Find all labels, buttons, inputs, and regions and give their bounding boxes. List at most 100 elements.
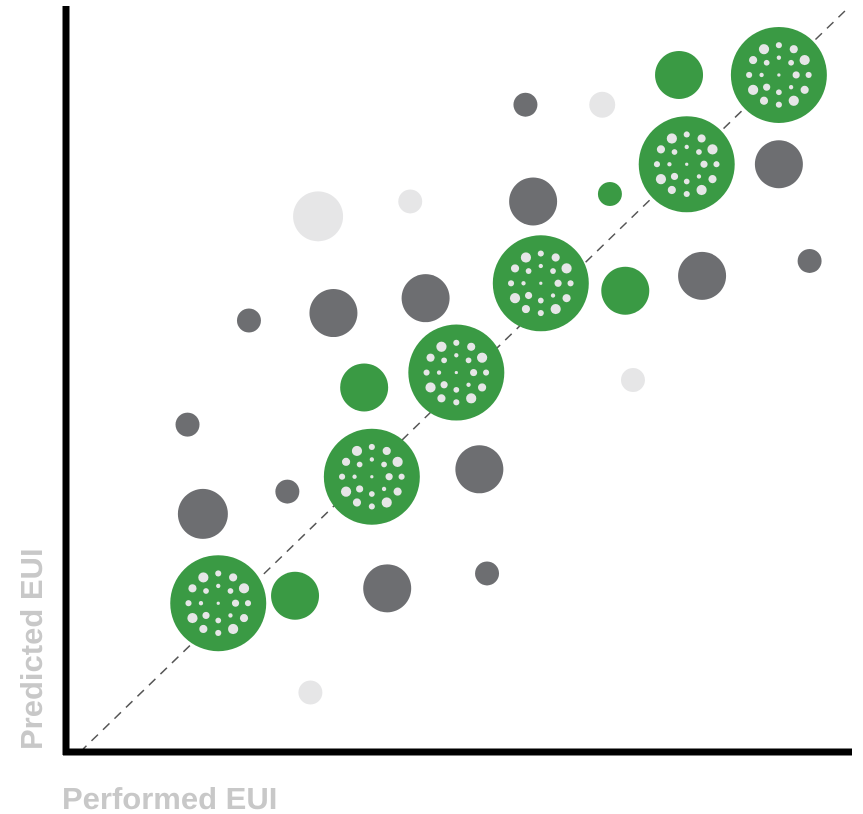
burst-dot (453, 386, 460, 393)
burst-dot (805, 71, 812, 79)
burst-dot (352, 474, 357, 479)
dot-burst-icon (746, 42, 812, 108)
burst-dot (510, 264, 520, 273)
burst-dot (800, 85, 809, 94)
data-point-marker (398, 189, 423, 214)
burst-dot (465, 357, 472, 364)
data-point-marker (236, 308, 261, 333)
burst-dot (216, 601, 220, 605)
burst-dot (437, 394, 446, 403)
data-point (408, 324, 505, 421)
data-point (398, 189, 423, 214)
burst-dot (775, 101, 782, 108)
burst-dot (340, 486, 352, 497)
burst-dot (696, 174, 702, 179)
burst-dot (507, 280, 515, 287)
burst-dot (707, 144, 718, 155)
data-point (323, 428, 420, 525)
burst-dot (713, 161, 720, 168)
burst-dot (759, 96, 769, 105)
data-point-marker (797, 248, 822, 273)
data-point-marker (754, 140, 803, 189)
data-point-marker (655, 50, 704, 99)
burst-dot (228, 623, 239, 635)
data-point (589, 91, 616, 118)
data-point-marker (363, 564, 412, 613)
burst-dot (667, 185, 676, 195)
dot-burst-icon (185, 570, 252, 637)
dot-burst-icon (653, 131, 720, 198)
dot-burst-icon (339, 443, 405, 510)
burst-dot (392, 456, 403, 467)
burst-dot (466, 393, 477, 404)
data-point (271, 571, 320, 620)
burst-dot (440, 381, 448, 389)
burst-dot (466, 382, 471, 387)
burst-dot (436, 370, 442, 375)
data-point (638, 116, 735, 213)
burst-dot (453, 339, 460, 346)
burst-dot (436, 341, 447, 352)
burst-dot (339, 473, 346, 480)
burst-dot (700, 160, 708, 168)
burst-dot (789, 45, 798, 54)
burst-dot (202, 611, 210, 620)
data-points (170, 26, 827, 705)
dot-burst-icon (507, 250, 574, 317)
burst-dot (229, 573, 238, 582)
data-point-marker (455, 445, 504, 494)
burst-dot (454, 370, 458, 375)
burst-dot (478, 383, 487, 392)
burst-dot (697, 134, 706, 143)
burst-dot (788, 59, 794, 66)
burst-dot (799, 54, 810, 66)
burst-dot (667, 162, 672, 167)
burst-dot (521, 281, 526, 286)
data-point-marker (620, 368, 645, 392)
burst-dot (788, 85, 794, 90)
burst-dot (398, 473, 405, 480)
burst-dot (368, 491, 375, 497)
data-point-marker (175, 412, 200, 437)
burst-dot (696, 149, 702, 155)
burst-dot (550, 293, 556, 298)
data-point (797, 248, 822, 273)
burst-dot (567, 280, 574, 287)
data-point-marker (589, 91, 616, 118)
dot-burst-icon (423, 339, 490, 406)
burst-dot (441, 357, 447, 364)
burst-dot (539, 281, 543, 285)
burst-dot (551, 253, 560, 262)
burst-dot (467, 342, 476, 351)
burst-dot (758, 44, 770, 55)
burst-dot (238, 583, 250, 594)
data-point (475, 561, 500, 586)
burst-dot (683, 131, 690, 138)
burst-dot (381, 486, 387, 492)
burst-dot (792, 71, 800, 79)
burst-dot (185, 600, 192, 607)
burst-dot (215, 629, 222, 637)
data-point-marker (177, 488, 228, 539)
burst-dot (520, 252, 532, 263)
data-point-marker (509, 177, 558, 226)
data-point-marker (678, 251, 727, 300)
data-point (655, 50, 704, 99)
burst-dot (352, 498, 362, 507)
data-point (492, 235, 589, 332)
data-point (509, 177, 558, 226)
burst-dot (708, 175, 717, 184)
data-point (401, 274, 450, 323)
data-point (363, 564, 412, 613)
burst-dot (759, 72, 764, 78)
data-point (601, 266, 650, 315)
burst-dot (550, 303, 561, 315)
data-point-marker (597, 182, 622, 206)
burst-dot (671, 149, 678, 155)
burst-dot (470, 368, 478, 377)
burst-dot (666, 133, 677, 144)
data-point (298, 680, 323, 705)
burst-dot (683, 178, 690, 185)
data-point-marker (475, 561, 500, 586)
data-point-marker (309, 289, 358, 338)
